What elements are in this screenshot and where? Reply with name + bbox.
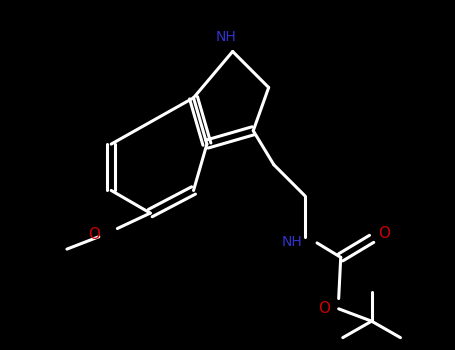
- Text: O: O: [88, 227, 100, 242]
- Text: O: O: [378, 226, 390, 241]
- Text: O: O: [318, 301, 330, 316]
- Text: NH: NH: [216, 30, 237, 44]
- Text: NH: NH: [282, 235, 303, 249]
